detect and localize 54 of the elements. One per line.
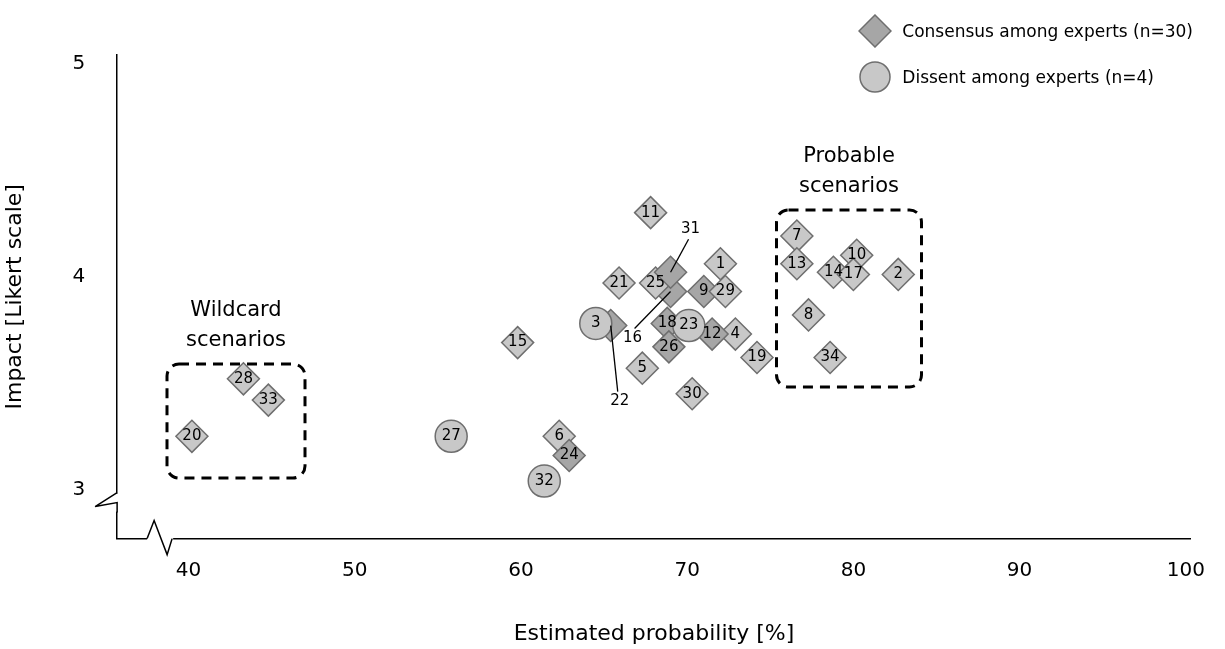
- y-tick-label: 3: [72, 475, 86, 500]
- y-tick-label: 5: [72, 49, 86, 74]
- annotation: 7: [792, 225, 802, 244]
- annotation: 6: [554, 426, 564, 445]
- x-tick-label: 50: [342, 556, 368, 581]
- annotation: 3: [591, 313, 601, 332]
- annotation: 1: [715, 253, 726, 272]
- annotation: 34: [820, 347, 840, 366]
- annotation: 30: [682, 383, 702, 402]
- annotation: 17: [843, 264, 863, 283]
- x-axis-title: Estimated probability [%]: [513, 619, 795, 645]
- annotation: 16: [623, 328, 643, 347]
- point: [579, 306, 613, 341]
- annotation: 29: [715, 281, 735, 300]
- point: [703, 247, 738, 281]
- annotation: 25: [646, 272, 666, 291]
- x-tick-label: 40: [175, 556, 202, 581]
- legend-label: Consensus among experts (n=30): [902, 21, 1193, 41]
- x-tick-label: 90: [1006, 556, 1033, 581]
- annotation: 21: [609, 272, 629, 291]
- annotation: 31: [681, 219, 701, 238]
- x-tick-label: 80: [840, 556, 867, 581]
- annotation: 33: [258, 390, 278, 409]
- x-tick-label: 60: [508, 556, 534, 581]
- annotation: 8: [803, 304, 814, 323]
- annotation: 2: [893, 264, 904, 283]
- annotation: 18: [657, 313, 677, 332]
- annotation: 27: [441, 426, 461, 445]
- annotation: 26: [659, 336, 679, 355]
- annotation: 11: [641, 202, 661, 221]
- annotation: 12: [702, 323, 722, 342]
- annotation: 13: [787, 253, 807, 272]
- annotation: 19: [747, 347, 767, 366]
- annotation: 4: [730, 323, 741, 342]
- annotation: Probable scenarios: [799, 143, 899, 197]
- annotation: 10: [847, 245, 867, 264]
- x-tick-label: 70: [674, 556, 700, 581]
- x-tick-label: 100: [1166, 556, 1205, 581]
- annotation: 32: [534, 470, 554, 489]
- annotation: 14: [823, 262, 843, 281]
- legend-label: Dissent among experts (n=4): [902, 67, 1154, 87]
- annotation: Wildcard scenarios: [186, 297, 286, 351]
- annotation: 9: [699, 281, 709, 300]
- y-tick-label: 4: [72, 262, 86, 287]
- point: [625, 351, 660, 385]
- annotation: 15: [508, 332, 528, 351]
- annotation: 28: [233, 368, 253, 387]
- annotation: 23: [679, 315, 699, 334]
- y-axis-title: Impact [Likert scale]: [0, 184, 26, 410]
- point: [780, 219, 814, 253]
- annotation: 22: [610, 391, 630, 410]
- annotation: 5: [637, 358, 648, 377]
- annotation: 20: [182, 426, 202, 445]
- annotation: 24: [559, 445, 579, 464]
